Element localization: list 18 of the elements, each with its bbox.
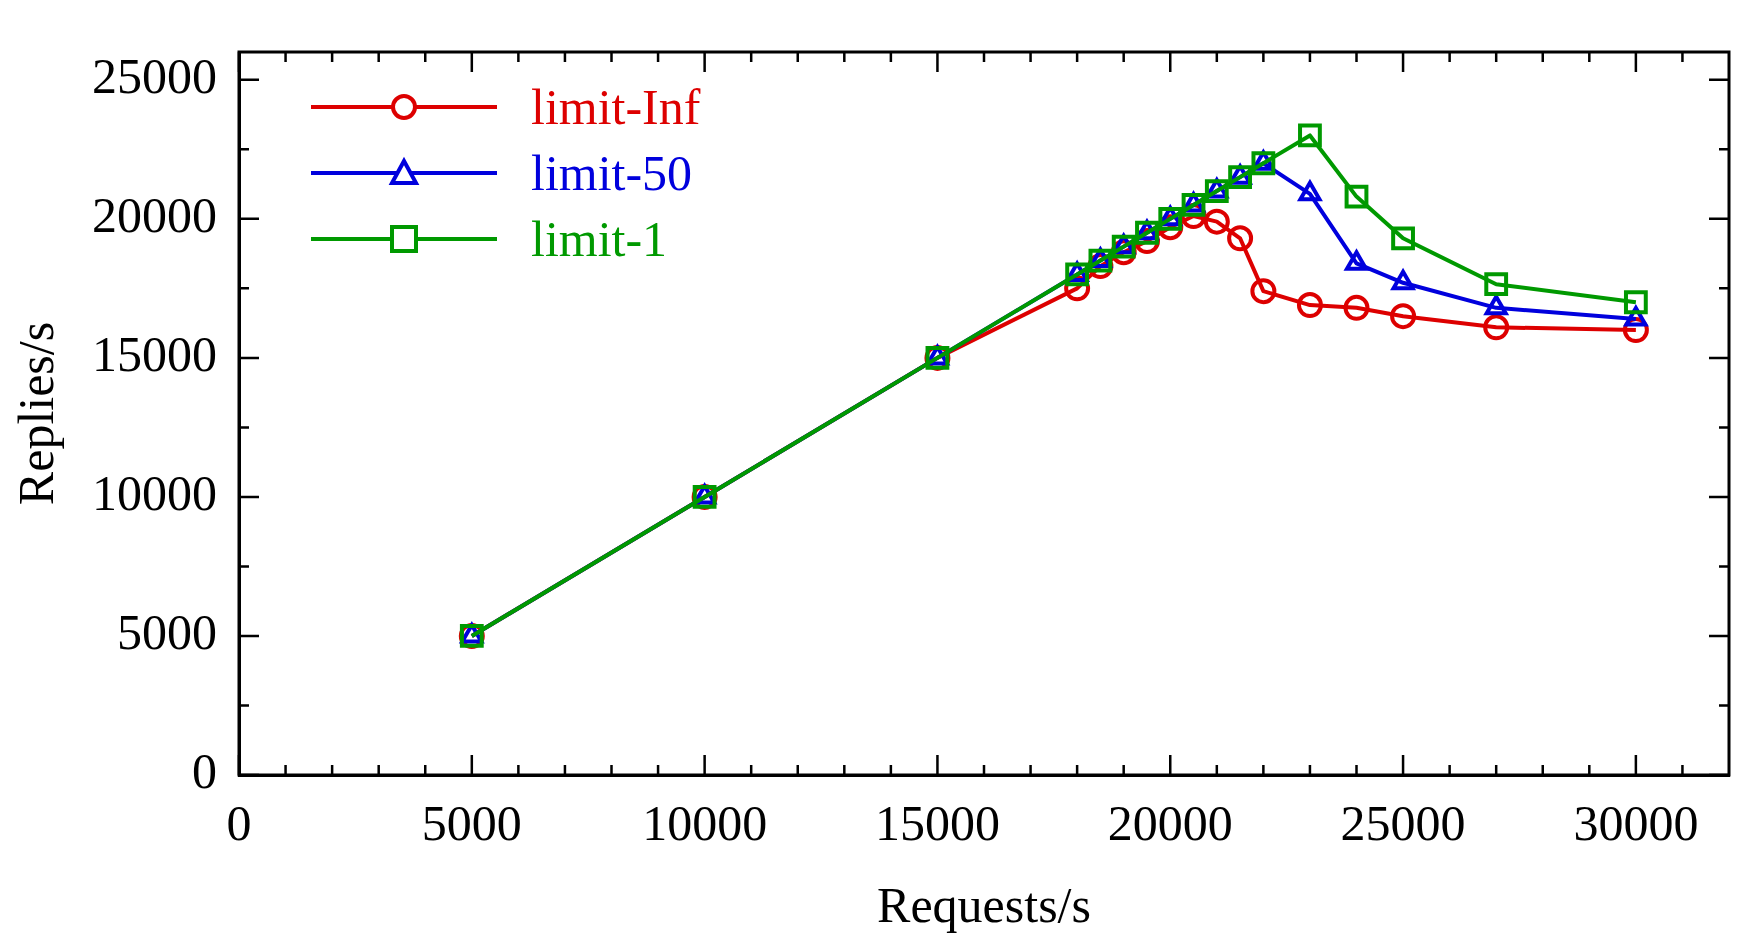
- x-tick-label: 5000: [421, 795, 522, 852]
- y-tick-label: 0: [192, 743, 217, 800]
- y-tick-label: 5000: [117, 604, 217, 661]
- x-tick-label: 30000: [1573, 795, 1699, 852]
- y-tick-label: 10000: [92, 465, 217, 522]
- x-tick-label: 10000: [642, 795, 768, 852]
- x-tick-label: 0: [226, 795, 252, 852]
- y-tick-label: 25000: [92, 47, 217, 104]
- x-tick-label: 20000: [1107, 795, 1233, 852]
- y-axis-title: Replies/s: [8, 321, 65, 506]
- x-tick-label: 25000: [1340, 795, 1466, 852]
- legend-label: limit-Inf: [531, 78, 701, 137]
- legend-label: limit-1: [531, 210, 668, 269]
- x-tick-label: 15000: [874, 795, 1000, 852]
- y-tick-label: 20000: [92, 186, 217, 243]
- x-axis-title: Requests/s: [877, 877, 1091, 934]
- y-tick-label: 15000: [92, 326, 217, 383]
- legend-label: limit-50: [531, 144, 693, 203]
